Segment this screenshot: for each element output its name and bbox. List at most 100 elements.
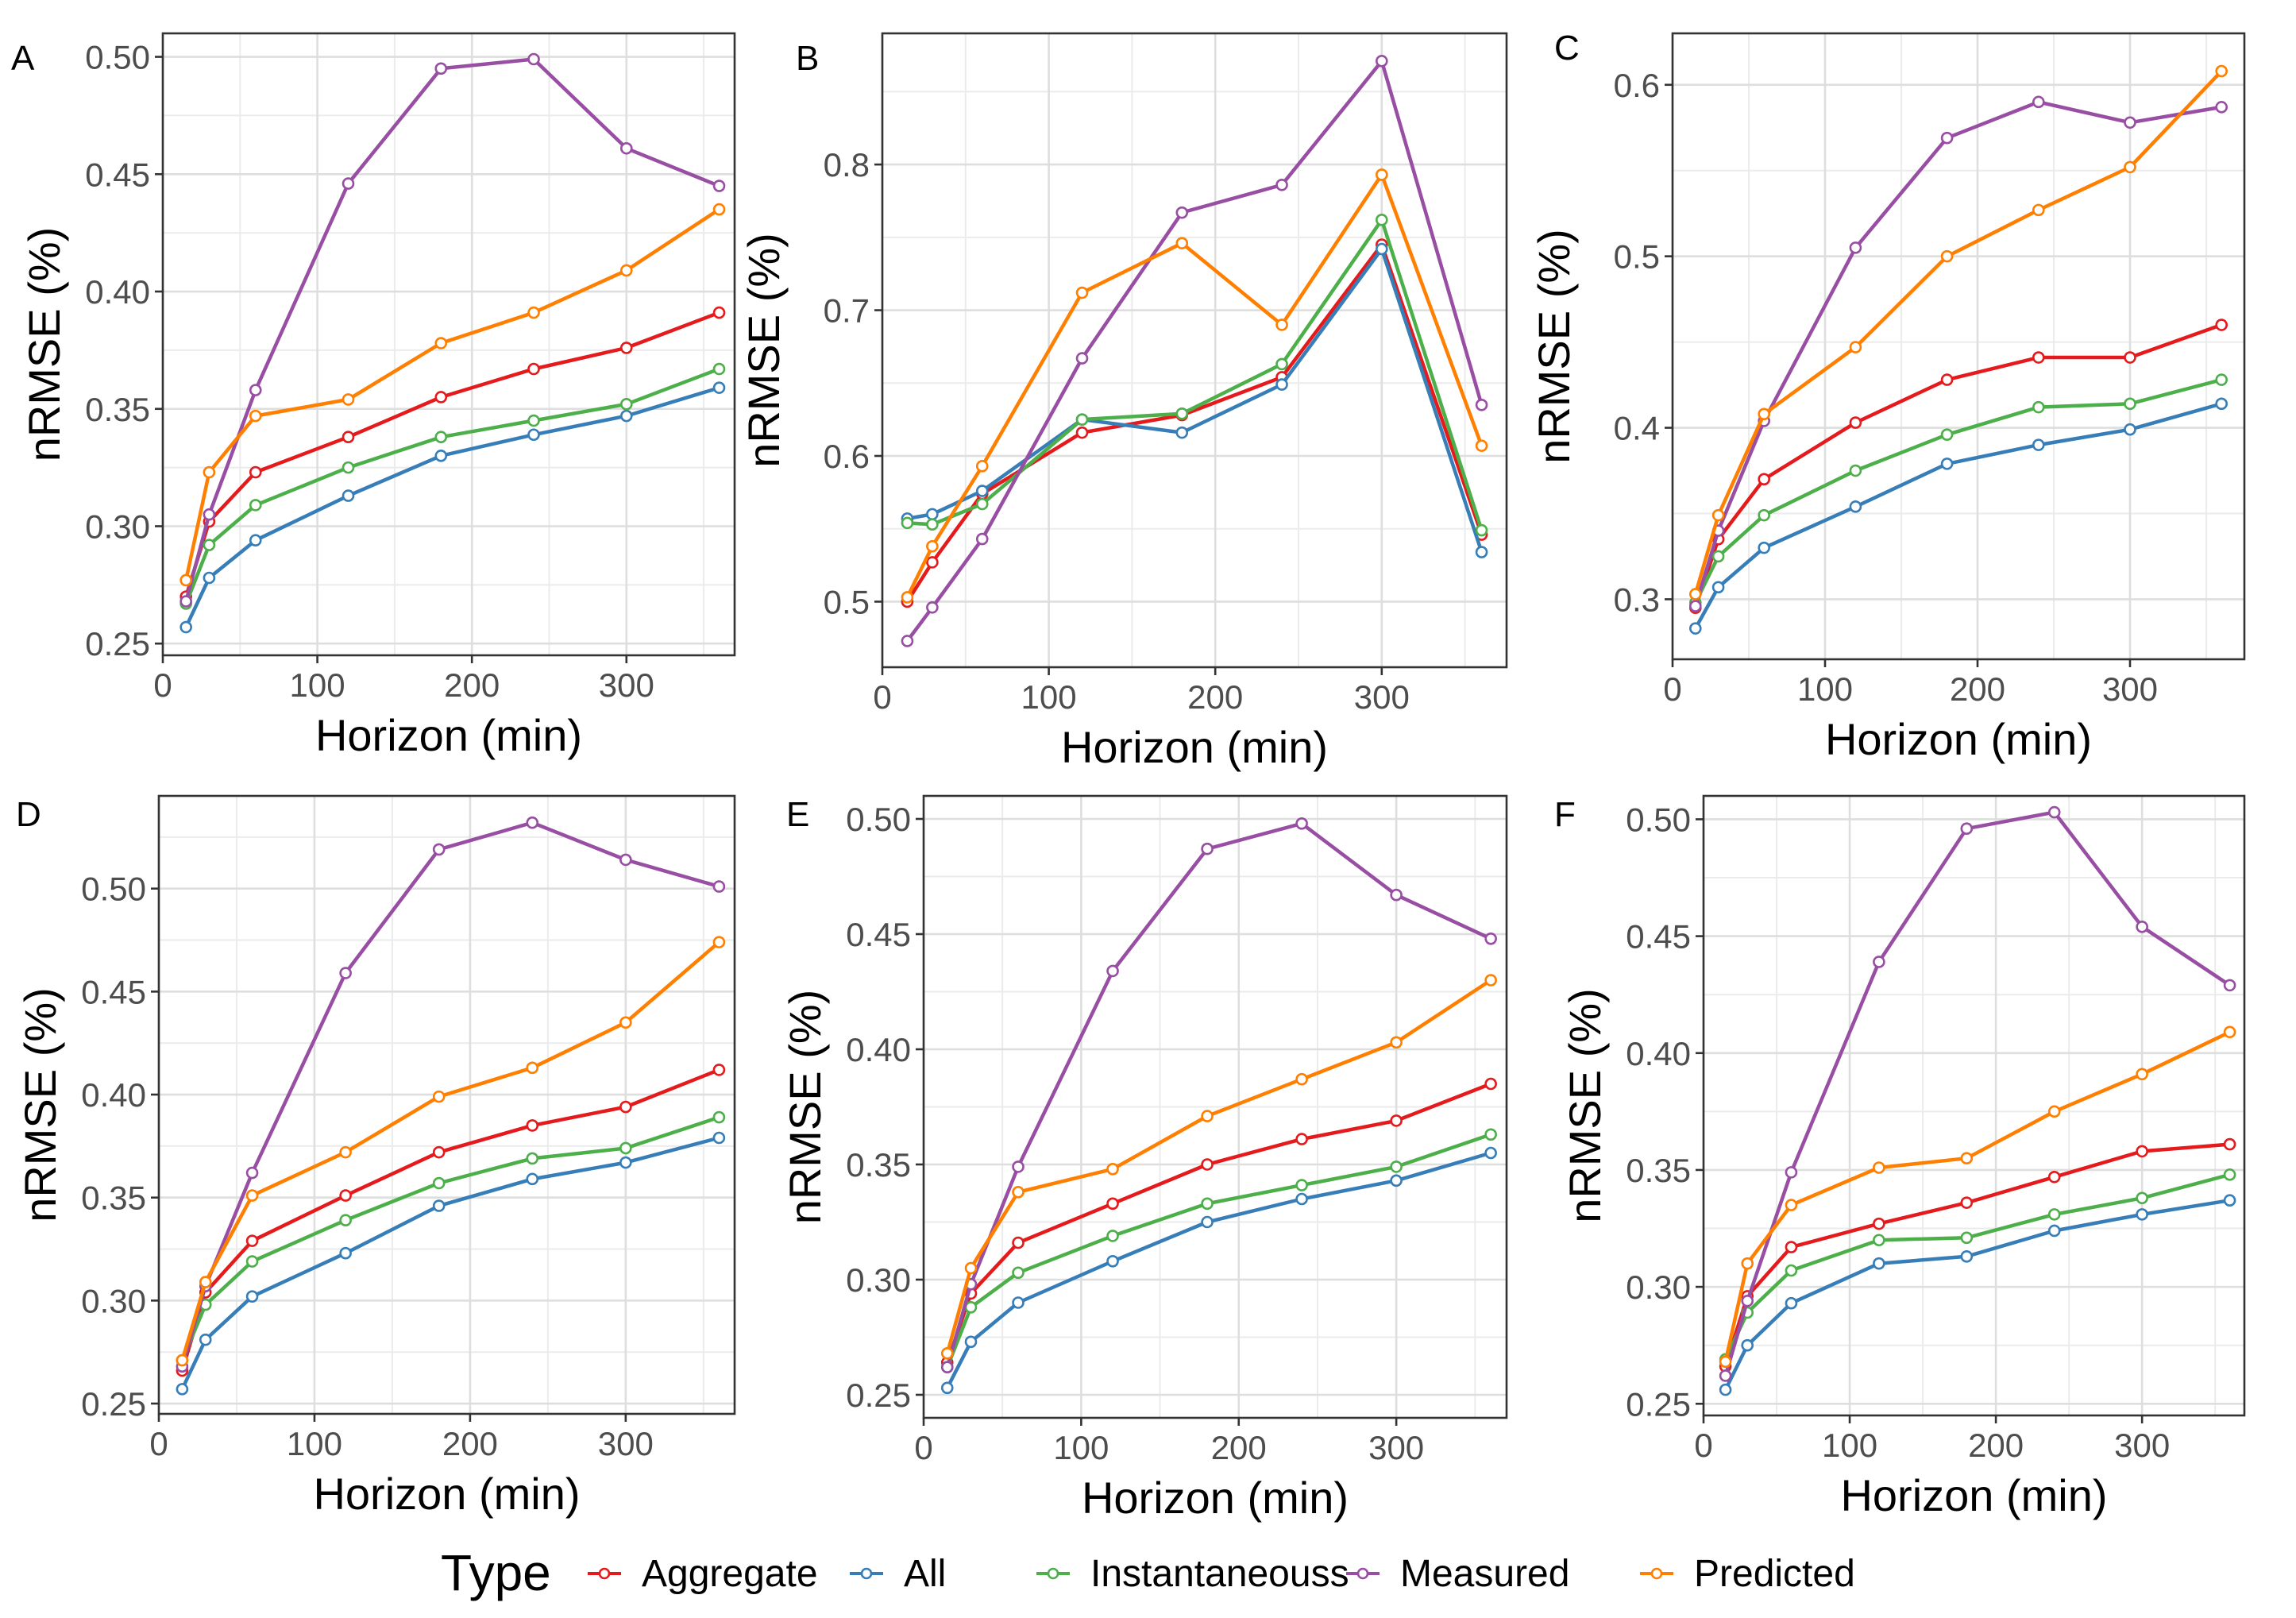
data-point [1873, 1257, 1885, 1270]
data-point [179, 573, 192, 587]
data-point [1719, 1369, 1732, 1382]
data-point [1711, 550, 1725, 563]
data-point [712, 880, 726, 893]
legend-label: All [904, 1553, 946, 1595]
data-point [975, 460, 989, 473]
data-point [1940, 373, 1954, 386]
data-point [526, 1061, 539, 1075]
x-tick-label: 200 [1211, 1429, 1267, 1466]
x-tick-label: 200 [1950, 670, 2005, 708]
x-axis-title: Horizon (min) [1082, 1473, 1349, 1523]
data-point [619, 342, 633, 354]
data-point [1295, 1133, 1308, 1145]
data-point [1785, 1199, 1798, 1211]
data-point [2136, 1145, 2148, 1158]
data-point [712, 306, 726, 319]
data-point [1689, 600, 1702, 612]
data-point [1960, 1152, 1974, 1165]
data-point [432, 1090, 446, 1103]
data-point [926, 518, 939, 531]
data-point [1075, 413, 1089, 426]
data-point [527, 414, 540, 427]
x-tick-label: 100 [1822, 1427, 1877, 1464]
y-tick-label: 0.40 [1626, 1035, 1691, 1072]
data-point [176, 1383, 189, 1396]
data-point [1940, 428, 1954, 441]
data-point [1201, 1158, 1214, 1171]
series-line-predicted [1693, 69, 2223, 595]
y-tick-label: 0.50 [846, 801, 911, 838]
x-tick-label: 0 [1694, 1427, 1712, 1464]
legend-key-point [860, 1567, 873, 1580]
y-tick-label: 0.50 [81, 871, 146, 908]
panel-B: 0 100 200 300 0.5 0.6 0.7 0.8 Horizon (min) nRMSE… [739, 32, 1508, 772]
data-point [1012, 1186, 1025, 1199]
x-axis-title: Horizon (min) [1825, 714, 2092, 764]
data-point [1201, 842, 1214, 855]
data-point [2047, 805, 2061, 819]
series-line-instantaneouss [180, 1115, 720, 1361]
data-point [2223, 979, 2236, 992]
data-point [526, 1172, 539, 1186]
x-tick-label: 300 [599, 666, 654, 704]
data-point [1201, 1215, 1214, 1229]
data-point [2032, 351, 2045, 364]
data-point [245, 1255, 259, 1268]
data-point [619, 1141, 632, 1155]
data-point [1475, 398, 1488, 411]
data-point [1390, 1160, 1403, 1173]
series-line-measured [1723, 810, 2231, 1377]
y-tick-label: 0.40 [846, 1031, 911, 1068]
series-line-predicted [180, 940, 720, 1361]
y-axis-title: nRMSE (%) [19, 227, 69, 462]
data-point [1849, 341, 1862, 353]
x-tick-label: 0 [149, 1425, 168, 1462]
data-point [1689, 588, 1702, 600]
legend-label: Measured [1400, 1553, 1569, 1595]
data-point [339, 1189, 352, 1202]
data-point [1484, 1146, 1497, 1160]
data-point [1275, 178, 1288, 191]
data-point [1075, 286, 1089, 299]
data-point [2223, 1025, 2236, 1039]
data-point [1758, 473, 1770, 486]
data-point [249, 534, 262, 547]
data-point [964, 1261, 978, 1275]
data-point [1711, 581, 1725, 594]
data-point [901, 591, 914, 604]
data-point [1012, 1236, 1025, 1249]
data-point [1390, 1174, 1403, 1187]
data-point [527, 306, 540, 319]
data-point [2047, 1224, 2061, 1238]
data-point [2223, 1168, 2236, 1181]
data-point [342, 177, 355, 190]
data-point [1940, 131, 1954, 145]
data-point [1873, 1217, 1885, 1230]
data-point [1785, 1296, 1798, 1310]
data-point [432, 1199, 446, 1212]
data-point [2032, 438, 2045, 451]
data-point [940, 1381, 954, 1395]
y-tick-label: 0.8 [824, 146, 870, 183]
data-point [249, 384, 262, 396]
series-line-predicted [945, 979, 1492, 1354]
legend-key-point [598, 1567, 611, 1580]
y-tick-label: 0.5 [1614, 238, 1660, 276]
data-point [2032, 203, 2045, 217]
data-point [179, 620, 192, 634]
legend-entry-all: All [850, 1553, 946, 1595]
data-point [2215, 397, 2228, 411]
data-point [1295, 817, 1308, 830]
y-tick-label: 0.35 [81, 1180, 146, 1217]
y-tick-label: 0.40 [85, 273, 150, 311]
data-point [1175, 426, 1189, 439]
data-point [245, 1234, 259, 1247]
data-point [1175, 407, 1189, 420]
data-point [2136, 921, 2148, 933]
x-tick-label: 200 [1968, 1427, 2024, 1464]
data-point [1741, 1338, 1754, 1352]
data-point [1741, 1257, 1754, 1270]
data-point [1849, 241, 1862, 254]
data-point [1175, 206, 1189, 219]
data-point [2124, 116, 2136, 129]
